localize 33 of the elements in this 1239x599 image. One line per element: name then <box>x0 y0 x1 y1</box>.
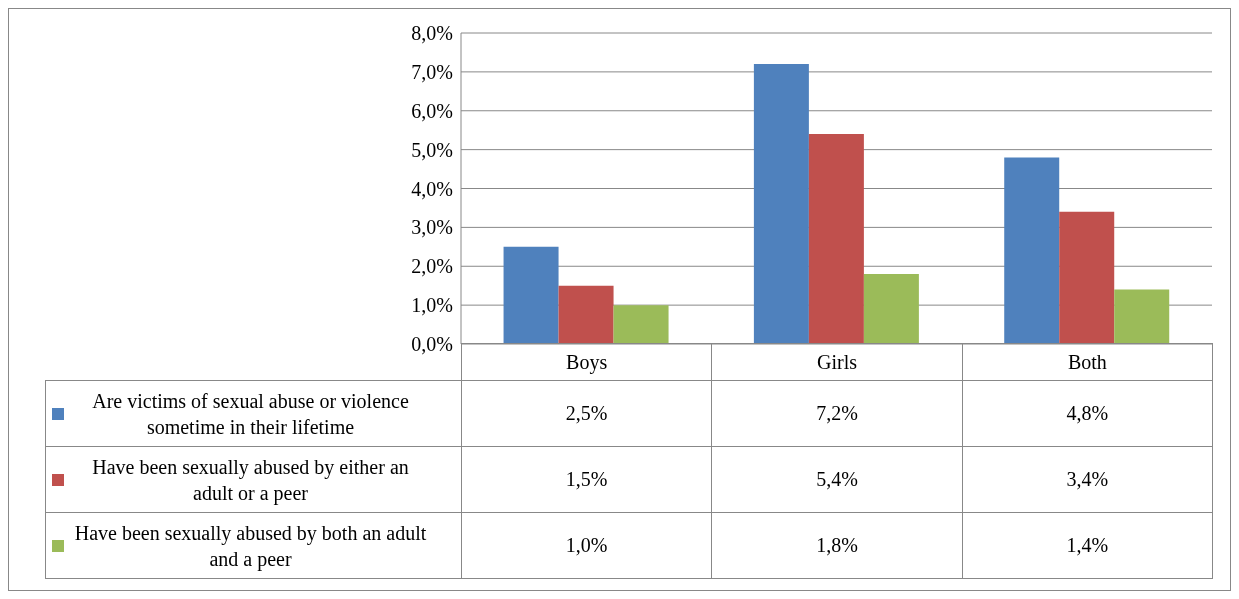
bar <box>613 305 669 344</box>
y-tick-label: 4,0% <box>411 177 453 200</box>
y-tick-label: 3,0% <box>411 216 453 239</box>
x-tick-label: Girls <box>711 343 963 381</box>
legend-label: Have been sexually abused by either an adult or a peer <box>91 454 410 506</box>
y-tick-label: 8,0% <box>411 22 453 45</box>
y-tick-label: 0,0% <box>411 333 453 356</box>
data-label: 4,8% <box>962 380 1213 447</box>
y-tick-label: 6,0% <box>411 99 453 122</box>
bar <box>808 134 864 344</box>
y-tick-label: 5,0% <box>411 138 453 161</box>
legend-label: Have been sexually abused by both an adult and a peer <box>73 520 428 572</box>
y-tick-label: 7,0% <box>411 60 453 83</box>
x-tick-label: Both <box>962 343 1213 381</box>
bar <box>503 246 559 344</box>
bar <box>1004 157 1060 344</box>
data-label: 3,4% <box>962 446 1213 513</box>
x-tick-label: Boys <box>461 343 712 381</box>
data-label: 1,5% <box>461 446 712 513</box>
legend-label: Are victims of sexual abuse or violence sometime in their lifetime <box>91 388 410 440</box>
bar <box>558 285 614 344</box>
data-label: 2,5% <box>461 380 712 447</box>
bar <box>863 274 919 344</box>
data-label: 5,4% <box>711 446 963 513</box>
data-label: 1,4% <box>962 512 1213 579</box>
y-tick-label: 1,0% <box>411 294 453 317</box>
data-label: 1,8% <box>711 512 963 579</box>
bar <box>1114 289 1170 344</box>
data-label: 7,2% <box>711 380 963 447</box>
bar <box>753 64 809 344</box>
data-label: 1,0% <box>461 512 712 579</box>
y-tick-label: 2,0% <box>411 255 453 278</box>
bar <box>1059 211 1115 344</box>
